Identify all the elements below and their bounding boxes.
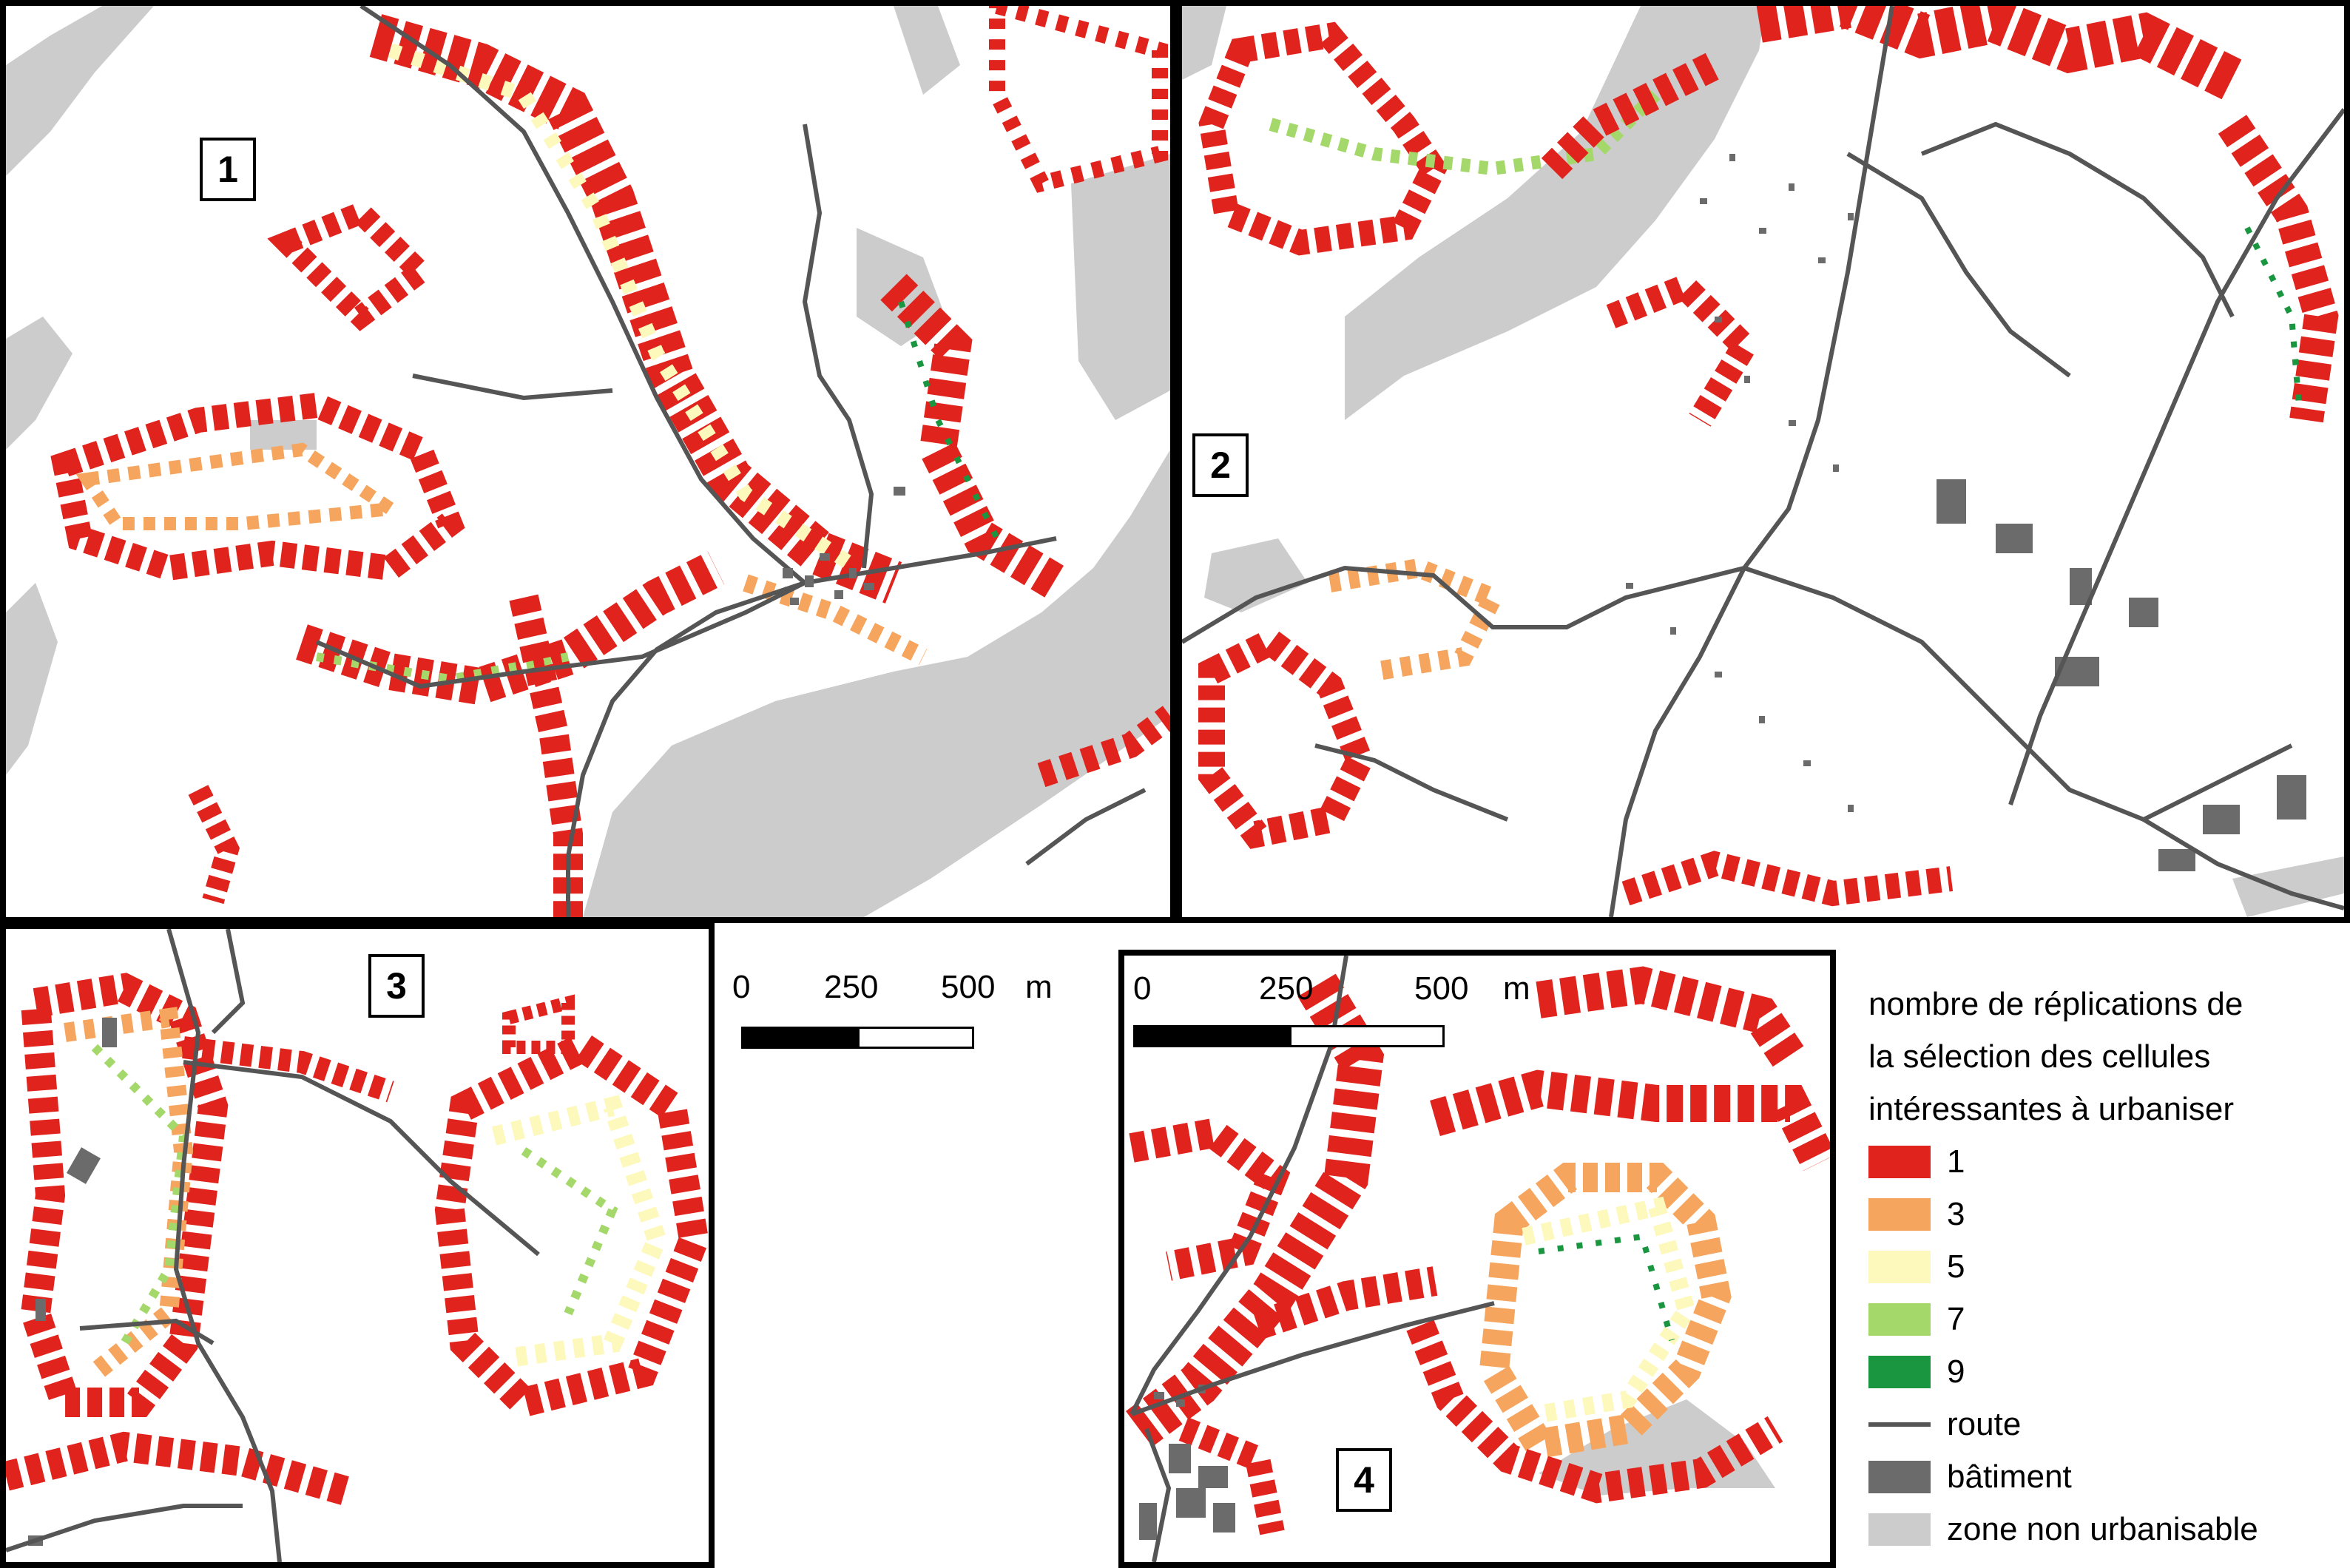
scale-bar-black <box>1133 1025 1292 1047</box>
legend-swatch <box>1868 1355 1931 1388</box>
scale-bar-white <box>857 1027 974 1049</box>
legend-title-line-3: intéressantes à urbaniser <box>1868 1091 2235 1127</box>
legend-class-label: 9 <box>1947 1353 1965 1390</box>
legend-symbol <box>1868 1513 1931 1546</box>
legend-title-line-1: nombre de réplications de <box>1868 986 2243 1022</box>
legend-class-label: 3 <box>1947 1195 1965 1232</box>
legend-class-9: 9 <box>1868 1345 2342 1398</box>
legend-item-0: route <box>1868 1398 2342 1450</box>
scale-unit: m <box>1503 970 1530 1007</box>
non-urbanisable-zones <box>6 6 1170 917</box>
non-urbanisable-zones <box>1182 6 2344 917</box>
legend-swatch <box>1868 1302 1931 1336</box>
legend-swatch <box>1868 1145 1931 1178</box>
legend-item-label: bâtiment <box>1947 1458 2072 1495</box>
scale-tick-500: 500 <box>941 969 996 1005</box>
panel-label-3: 3 <box>368 954 425 1018</box>
scale-tick-0: 0 <box>1133 970 1152 1007</box>
legend-class-1: 1 <box>1868 1135 2342 1188</box>
map-panel-1-canvas <box>6 6 1170 917</box>
legend-title-line-2: la sélection des cellules <box>1868 1038 2211 1075</box>
legend: nombre de réplications de la sélection d… <box>1868 978 2342 1555</box>
legend-class-label: 1 <box>1947 1143 1965 1180</box>
legend-class-label: 7 <box>1947 1300 1965 1337</box>
panel-label-2: 2 <box>1192 433 1249 497</box>
map-panel-1[interactable]: 1 <box>0 0 1176 923</box>
scale-tick-250: 250 <box>1259 970 1314 1007</box>
panel-label-4: 4 <box>1336 1448 1392 1512</box>
suitability-cells <box>50 6 1170 917</box>
legend-symbol <box>1868 1422 1931 1427</box>
legend-swatch <box>1868 1197 1931 1231</box>
legend-class-7: 7 <box>1868 1293 2342 1345</box>
suitability-cells <box>1126 966 1830 1535</box>
buildings <box>1139 1385 1235 1540</box>
legend-class-5: 5 <box>1868 1240 2342 1293</box>
scale-bar-black <box>741 1027 860 1049</box>
panel-label-1: 1 <box>200 138 256 201</box>
legend-symbol <box>1868 1460 1931 1493</box>
suitability-cells <box>6 973 709 1506</box>
roads <box>6 929 540 1562</box>
map-panel-2[interactable]: 2 <box>1176 0 2350 923</box>
legend-class-label: 5 <box>1947 1248 1965 1285</box>
scale-tick-250: 250 <box>824 969 879 1005</box>
roads <box>1182 6 2344 917</box>
non-urbanisable-zones <box>1539 1399 1775 1496</box>
scale-unit: m <box>1025 969 1053 1005</box>
map-panel-4[interactable]: 4 0 250 500 m <box>1118 950 1836 1568</box>
buildings <box>783 487 905 605</box>
map-panel-3-canvas <box>6 929 709 1562</box>
map-panel-3[interactable]: 3 <box>0 923 715 1568</box>
suitability-cells <box>1198 6 2339 907</box>
legend-item-1: bâtiment <box>1868 1450 2342 1503</box>
scale-tick-0: 0 <box>732 969 751 1005</box>
map-panel-2-canvas <box>1182 6 2344 917</box>
urban-fabric <box>1626 154 2306 871</box>
scale-tick-500: 500 <box>1414 970 1469 1007</box>
legend-item-label: route <box>1947 1405 2022 1442</box>
legend-item-2: zone non urbanisable <box>1868 1503 2342 1555</box>
scale-bar-2: 0 250 500 m <box>1133 970 1530 1059</box>
legend-swatch <box>1868 1250 1931 1283</box>
legend-item-label: zone non urbanisable <box>1947 1510 2258 1547</box>
legend-class-3: 3 <box>1868 1188 2342 1240</box>
scale-bar-white <box>1289 1025 1445 1047</box>
scale-bar-1: 0 250 500 m <box>732 969 1080 1058</box>
